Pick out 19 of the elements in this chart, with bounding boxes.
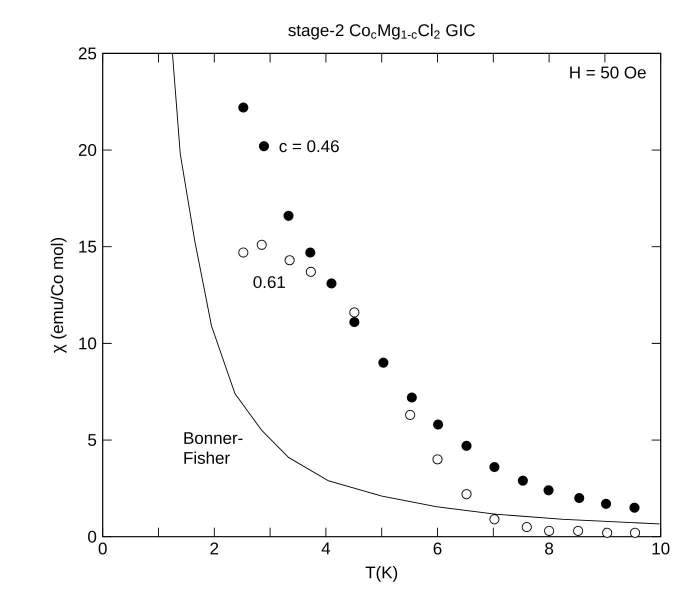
x-tick-label: 10 [652,542,670,555]
x-tick-label: 4 [322,542,330,554]
chart-title: stage-2 Co$_{c}$Mg$_{1-c}$Cl$_{2}$ GIC [288,24,475,40]
annotation: H = 50 Oe [570,66,646,78]
y-tick-label: 15 [79,240,96,253]
x-tick-label: 2 [210,542,218,554]
y-tick-label: 20 [78,144,96,156]
x-axis-title: T(K) [366,566,398,582]
y-tick-label: 5 [88,434,96,446]
series-label: 0.61 [253,276,285,288]
y-tick-label: 10 [79,337,96,350]
y-tick-label: 25 [78,47,96,60]
y-tick-label: 0 [88,530,96,543]
y-axis-title: χ (emu/Co mol) [50,238,67,353]
x-tick-label: 0 [98,542,107,555]
x-tick-label: 8 [545,542,554,555]
series-label: Bonner-Fisher [184,432,243,464]
series-label: c = 0.46 [280,140,339,152]
x-tick-label: 6 [434,542,442,555]
